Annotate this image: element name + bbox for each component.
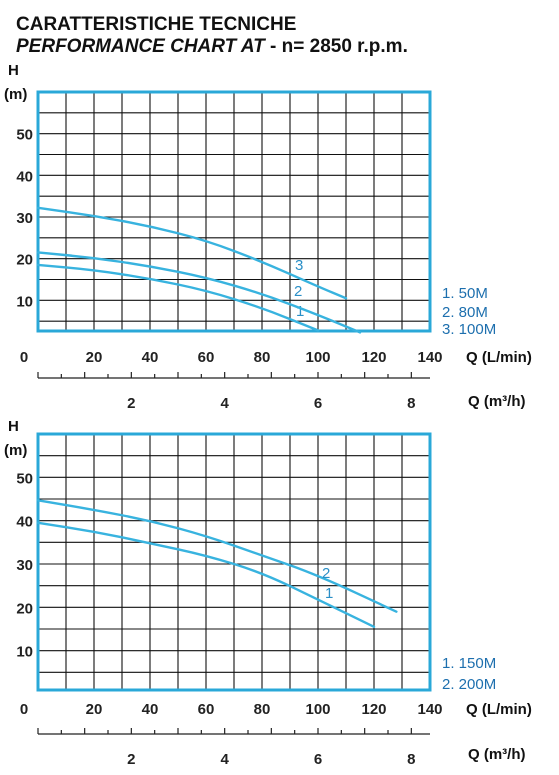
series-1-label: 1 (296, 303, 304, 320)
legend-entry: 2. 200M (442, 676, 496, 693)
x2-tick-label: 8 (407, 395, 415, 412)
x-tick-label: 120 (361, 701, 386, 718)
x-tick-label: 120 (361, 349, 386, 366)
y-tick-label: 40 (16, 168, 33, 185)
x-axis-title: Q (L/min) (466, 349, 532, 366)
plot-border (36, 90, 432, 333)
y-tick-label: 30 (16, 210, 33, 227)
y-tick-label: 10 (16, 644, 33, 661)
y-tick-label: 10 (16, 293, 33, 310)
y-tick-label: 20 (16, 600, 33, 617)
x2-tick-label: 2 (127, 395, 135, 412)
x-tick-label: 40 (142, 349, 159, 366)
y-axis-title: H (8, 418, 19, 435)
chart-1: H (m) 10 20 30 40 50 0 20 40 60 80 100 120 140 Q (L/min… (4, 62, 532, 412)
series-2-curve (36, 499, 398, 613)
chart-2: H (m) 10 20 30 40 50 0 20 40 60 80 100 120 140 Q (L/min… (4, 418, 532, 768)
series-2-label: 2 (294, 283, 302, 300)
x2-tick-label: 4 (220, 395, 229, 412)
x-tick-label: 140 (417, 701, 442, 718)
x-tick-label: 80 (254, 701, 271, 718)
y-tick-label: 50 (16, 127, 33, 144)
x2-axis-title: Q (m³/h) (468, 746, 526, 763)
x2-axis-title: Q (m³/h) (468, 393, 526, 410)
plot-border (36, 432, 432, 692)
series-1-curve (36, 521, 376, 629)
x2-tick-label: 8 (407, 751, 415, 768)
legend-entry: 3. 100M (442, 321, 496, 338)
series-1-curve (36, 263, 320, 332)
x-tick-label: 60 (198, 349, 215, 366)
x-tick-label: 100 (305, 701, 330, 718)
x-tick-label: 100 (305, 349, 330, 366)
x-tick-label: 40 (142, 701, 159, 718)
series-1-label: 1 (325, 585, 333, 602)
x2-tick-label: 2 (127, 751, 135, 768)
y-axis-unit: (m) (4, 86, 27, 103)
y-tick-label: 50 (16, 470, 33, 487)
chart-heading: CARATTERISTICHE TECNICHE (16, 14, 297, 35)
x-tick-label: 20 (86, 349, 103, 366)
x2-tick-label: 6 (314, 395, 322, 412)
series-3-curve (36, 206, 348, 300)
subheading-italic: PERFORMANCE CHART AT (16, 36, 265, 57)
x-tick-label: 80 (254, 349, 271, 366)
y-tick-label: 30 (16, 557, 33, 574)
y-axis-title: H (8, 62, 19, 79)
series-2-label: 2 (322, 565, 330, 582)
subheading-speed: - n= 2850 r.p.m. (264, 36, 408, 57)
legend-entry: 2. 80M (442, 304, 488, 321)
x-tick-label: 20 (86, 701, 103, 718)
legend-entry: 1. 50M (442, 285, 488, 302)
x2-tick-label: 4 (220, 751, 229, 768)
y-axis-unit: (m) (4, 442, 27, 459)
y-tick-label: 40 (16, 514, 33, 531)
series-2-curve (36, 251, 362, 334)
x-tick-label: 0 (20, 701, 28, 718)
x-tick-label: 140 (417, 349, 442, 366)
legend-entry: 1. 150M (442, 655, 496, 672)
chart-subheading: PERFORMANCE CHART AT - n= 2850 r.p.m. (16, 36, 408, 58)
x2-tick-label: 6 (314, 751, 322, 768)
x-tick-label: 0 (20, 349, 28, 366)
series-3-label: 3 (295, 257, 303, 274)
y-tick-label: 20 (16, 252, 33, 269)
x-axis-title: Q (L/min) (466, 701, 532, 718)
x-tick-label: 60 (198, 701, 215, 718)
